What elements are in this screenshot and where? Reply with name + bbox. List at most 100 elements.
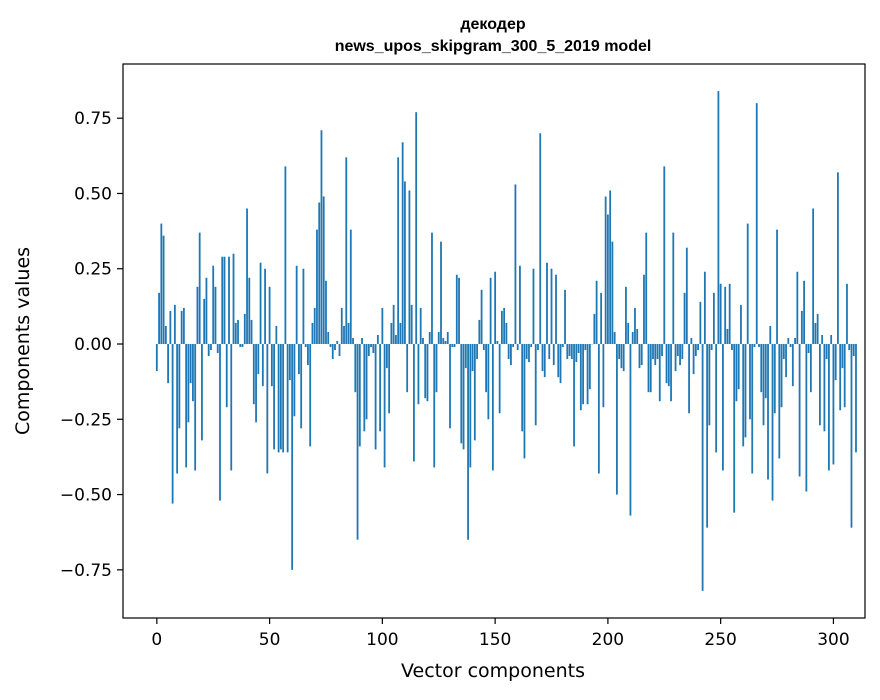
bar-129 [447, 332, 449, 344]
bar-34 [233, 254, 235, 344]
bar-9 [176, 344, 178, 473]
bar-166 [530, 344, 532, 347]
bar-291 [812, 209, 814, 344]
bar-255 [731, 344, 733, 350]
bar-186 [575, 344, 577, 362]
bar-72 [318, 203, 320, 345]
bar-250 [720, 284, 722, 344]
bar-192 [589, 344, 591, 389]
bar-53 [275, 326, 277, 344]
bar-153 [501, 311, 503, 344]
bar-140 [472, 344, 474, 371]
bar-295 [821, 335, 823, 344]
bar-266 [756, 103, 758, 344]
bar-157 [510, 344, 512, 365]
bar-0 [156, 344, 158, 371]
bar-37 [239, 344, 241, 347]
bar-303 [839, 344, 841, 410]
bar-268 [760, 344, 762, 392]
bar-93 [366, 344, 368, 419]
bar-209 [627, 323, 629, 344]
bar-263 [749, 344, 751, 419]
bar-65 [303, 269, 305, 344]
bar-22 [206, 278, 208, 344]
bar-69 [312, 323, 314, 344]
bar-210 [630, 344, 632, 516]
bar-259 [740, 305, 742, 344]
bar-226 [666, 344, 668, 383]
bar-246 [711, 344, 713, 350]
bar-240 [697, 344, 699, 350]
bar-91 [361, 338, 363, 344]
bar-80 [336, 341, 338, 344]
bar-126 [440, 242, 442, 344]
bar-30 [224, 257, 226, 344]
bar-150 [494, 272, 496, 344]
bar-184 [571, 344, 573, 359]
bar-135 [460, 344, 462, 443]
bar-161 [519, 266, 521, 344]
bar-100 [381, 308, 383, 344]
bar-155 [506, 323, 508, 344]
bar-122 [431, 233, 433, 344]
bar-124 [436, 344, 438, 392]
bar-113 [411, 305, 413, 344]
bar-234 [684, 293, 686, 344]
y-tick-label: 0.75 [74, 109, 112, 129]
bar-143 [478, 320, 480, 344]
bar-101 [384, 344, 386, 467]
bar-251 [722, 344, 724, 470]
bar-182 [566, 344, 568, 359]
bar-102 [386, 344, 388, 368]
bar-283 [794, 338, 796, 344]
bar-223 [659, 344, 661, 401]
bar-197 [600, 293, 602, 344]
bar-163 [524, 344, 526, 458]
bar-15 [190, 344, 192, 383]
bar-188 [580, 344, 582, 410]
bar-51 [271, 344, 273, 386]
bar-54 [278, 344, 280, 452]
bar-31 [226, 344, 228, 407]
y-axis-label: Components values [12, 247, 34, 435]
bar-115 [415, 112, 417, 344]
bar-244 [706, 344, 708, 528]
bar-179 [560, 344, 562, 383]
bar-94 [368, 344, 370, 356]
y-tick-label: −0.50 [60, 486, 112, 506]
bar-86 [350, 230, 352, 344]
bar-41 [248, 278, 250, 344]
bar-273 [772, 344, 774, 501]
bar-247 [713, 293, 715, 344]
bar-145 [483, 344, 485, 350]
bar-232 [679, 344, 681, 365]
bar-117 [420, 308, 422, 344]
bar-62 [296, 266, 298, 344]
chart-title: декодер [460, 16, 525, 33]
bar-213 [636, 329, 638, 344]
bar-189 [582, 344, 584, 404]
bar-170 [539, 133, 541, 344]
bar-132 [454, 344, 456, 347]
bar-82 [341, 308, 343, 344]
bar-11 [181, 311, 183, 344]
bar-196 [598, 344, 600, 473]
bar-258 [738, 344, 740, 389]
bars-group [156, 91, 857, 591]
bar-20 [201, 344, 203, 440]
bar-97 [375, 344, 377, 449]
bar-38 [242, 344, 244, 347]
bar-191 [587, 344, 589, 404]
bar-125 [438, 332, 440, 344]
bar-285 [799, 344, 801, 476]
bar-195 [596, 281, 598, 344]
bar-275 [776, 230, 778, 344]
bar-24 [210, 344, 212, 350]
bar-131 [451, 344, 453, 347]
bar-274 [774, 344, 776, 413]
bar-307 [848, 344, 850, 350]
bar-286 [801, 311, 803, 344]
bar-225 [663, 166, 665, 344]
bar-134 [458, 278, 460, 344]
